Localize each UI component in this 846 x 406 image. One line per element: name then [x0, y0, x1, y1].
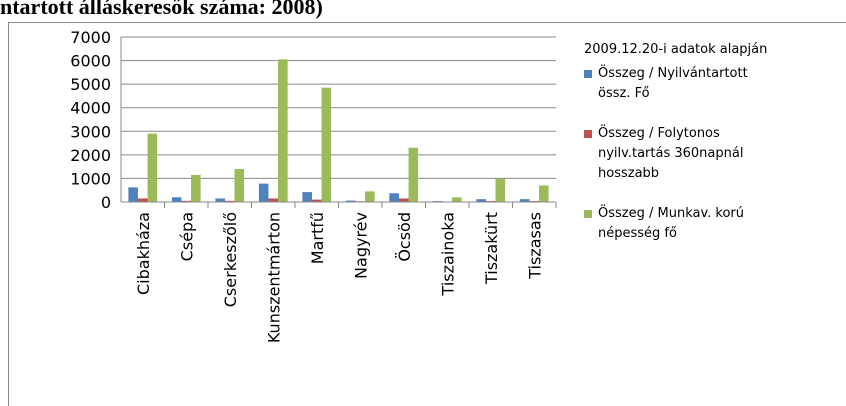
bar [191, 174, 201, 202]
legend-swatch [584, 210, 592, 218]
legend-label: Összeg / Munkav. korú népesség fő [598, 206, 745, 241]
bar [224, 200, 235, 202]
bar [268, 198, 279, 202]
y-tick-label: 0 [101, 193, 111, 212]
bar [181, 200, 192, 202]
y-tick-label: 7000 [70, 28, 111, 47]
y-tick-label: 5000 [70, 75, 111, 94]
bar [311, 199, 322, 202]
x-tick-label: Csépa [177, 212, 196, 261]
bar [171, 197, 182, 202]
x-tick-label: Öcsöd [395, 212, 414, 262]
y-tick-label: 6000 [70, 52, 111, 71]
legend-item: Összeg / Nyilvántartott össz. Fő [584, 64, 784, 104]
bar [345, 200, 356, 202]
legend-item: Összeg / Folytonos nyilv.tartás 360napná… [584, 124, 784, 184]
bar [539, 185, 549, 202]
legend-item: Összeg / Munkav. korú népesség fő [584, 204, 784, 244]
y-tick-label: 3000 [70, 122, 111, 141]
y-tick-label: 2000 [70, 146, 111, 165]
bar [215, 198, 225, 202]
bar [234, 169, 245, 202]
x-tick-label: Cibakháza [134, 212, 153, 295]
legend: 2009.12.20-i adatok alapján Összeg / Nyi… [584, 40, 784, 264]
legend-title: 2009.12.20-i adatok alapján [584, 42, 768, 57]
bar [476, 199, 486, 202]
legend-label: Összeg / Nyilvántartott össz. Fő [598, 66, 748, 101]
legend-label: Összeg / Folytonos nyilv.tartás 360napná… [598, 126, 744, 181]
bar [302, 192, 312, 202]
chart-title: ntartott álláskeresők száma: 2008) [0, 0, 323, 19]
legend-swatch [584, 70, 592, 78]
bar [519, 199, 530, 202]
bar [365, 191, 375, 202]
bar [389, 193, 399, 202]
bar [128, 187, 138, 202]
bar [258, 183, 269, 202]
bar [147, 133, 158, 202]
bar [321, 87, 332, 202]
bar [398, 198, 409, 202]
x-tick-label: Tiszainoka [438, 212, 457, 296]
bar [452, 197, 462, 202]
x-tick-label: Cserkeszőlő [221, 212, 240, 307]
bar [408, 147, 419, 202]
legend-swatch [584, 130, 592, 138]
x-tick-label: Kunszentmárton [264, 212, 283, 343]
x-tick-label: Tiszasas [525, 212, 544, 280]
x-tick-label: Tiszakürt [482, 212, 501, 285]
bar [278, 59, 288, 203]
x-tick-label: Martfű [308, 212, 327, 264]
y-tick-label: 1000 [70, 169, 111, 188]
chart-frame [8, 22, 846, 406]
y-tick-label: 4000 [70, 99, 111, 118]
x-tick-label: Nagyrév [351, 212, 370, 279]
bar [495, 178, 506, 202]
bar [137, 198, 148, 202]
